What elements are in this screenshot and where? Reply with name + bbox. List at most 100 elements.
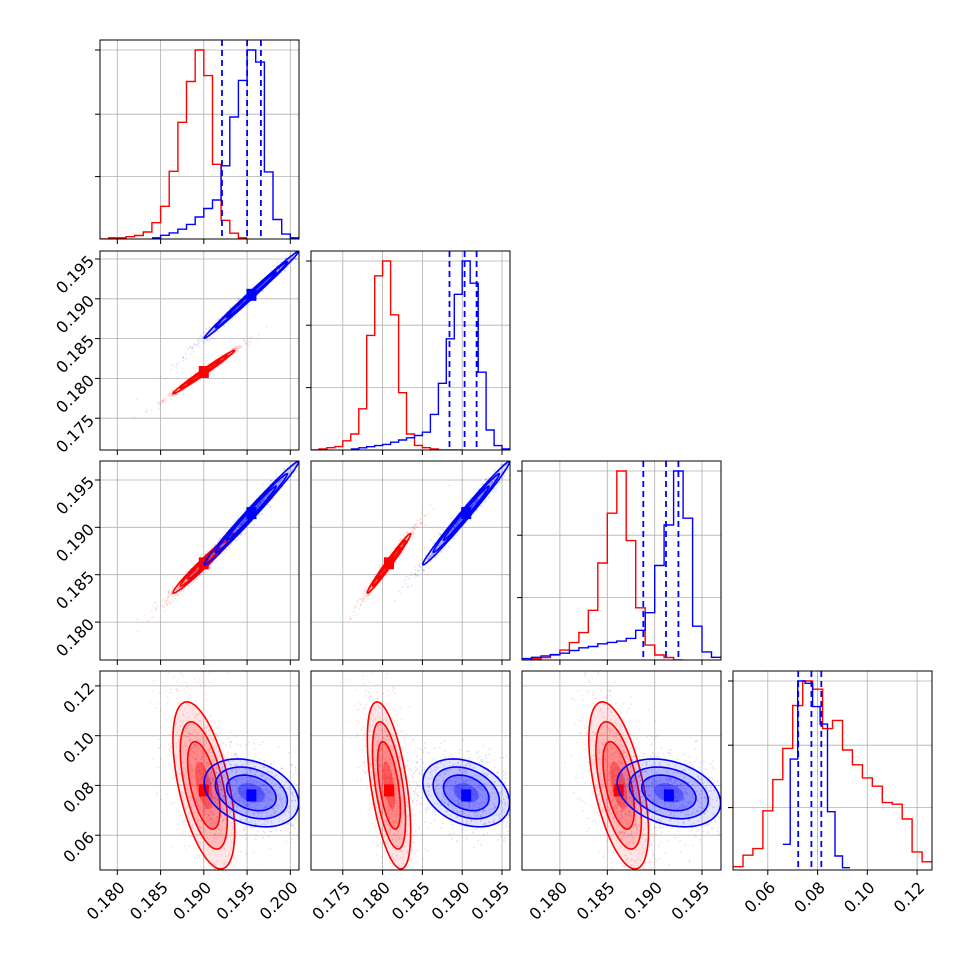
sample-point <box>442 529 444 531</box>
sample-point <box>237 536 239 538</box>
sample-point <box>448 485 450 487</box>
sample-point <box>494 487 496 489</box>
sample-point <box>193 579 195 581</box>
sample-point <box>295 258 297 260</box>
sample-point <box>175 394 177 396</box>
sample-point <box>190 353 192 355</box>
sample-point <box>209 551 211 553</box>
sample-point <box>182 587 184 589</box>
sample-point <box>250 342 252 344</box>
y-tick-label: 0.180 <box>52 615 98 661</box>
sample-point <box>302 460 304 462</box>
sample-point <box>522 440 524 442</box>
sample-point <box>303 246 305 248</box>
sample-point <box>170 803 172 805</box>
sample-point <box>242 923 244 925</box>
sample-point <box>506 458 508 460</box>
sample-point <box>301 464 303 466</box>
sample-point <box>354 607 356 609</box>
sample-point <box>439 534 441 536</box>
sample-point <box>430 504 432 506</box>
sample-point <box>170 601 172 603</box>
sample-point <box>415 573 417 575</box>
sample-point <box>309 242 311 244</box>
sample-point <box>196 681 198 683</box>
sample-point <box>161 401 163 403</box>
sample-point <box>184 845 186 847</box>
sample-point <box>166 793 168 795</box>
sample-point <box>309 239 311 241</box>
sample-point <box>428 567 430 569</box>
sample-point <box>364 591 366 593</box>
sample-point <box>471 519 473 521</box>
sample-point <box>166 397 168 399</box>
sample-point <box>189 346 191 348</box>
sample-point <box>308 241 310 243</box>
panel-content <box>349 424 539 620</box>
sample-point <box>175 594 177 596</box>
sample-point <box>156 707 158 709</box>
sample-point <box>306 244 308 246</box>
sample-point <box>167 696 169 698</box>
sample-point <box>515 458 517 460</box>
sample-point <box>209 564 211 566</box>
sample-point <box>209 327 211 329</box>
sample-point <box>214 722 216 724</box>
sample-point <box>217 727 219 729</box>
sample-point <box>181 831 183 833</box>
sample-point <box>302 245 304 247</box>
sample-point <box>334 218 336 220</box>
sample-point <box>275 473 277 475</box>
sample-point <box>413 536 415 538</box>
sample-point <box>316 237 318 239</box>
sample-point <box>204 342 206 344</box>
sample-point <box>305 246 307 248</box>
sample-point <box>322 230 324 232</box>
sample-point <box>398 590 400 592</box>
sample-point <box>418 520 420 522</box>
sample-point <box>236 300 238 302</box>
sample-point <box>214 875 216 877</box>
sample-point <box>156 607 158 609</box>
sample-point <box>299 244 301 246</box>
sample-point <box>218 539 220 541</box>
sample-point <box>170 742 172 744</box>
sample-point <box>229 732 231 734</box>
sample-point <box>365 594 367 596</box>
density-peak <box>246 507 256 519</box>
sample-point <box>320 233 322 235</box>
sample-point <box>528 442 530 444</box>
sample-point <box>354 615 356 617</box>
sample-point <box>161 599 163 601</box>
sample-point <box>234 520 236 522</box>
sample-point <box>513 450 515 452</box>
sample-point <box>197 339 199 341</box>
sample-point <box>487 497 489 499</box>
sample-point <box>330 218 332 220</box>
sample-point <box>188 845 190 847</box>
sample-point <box>258 333 260 335</box>
sample-point <box>201 340 203 342</box>
sample-point <box>205 557 207 559</box>
sample-point <box>199 342 201 344</box>
sample-point <box>436 555 438 557</box>
sample-point <box>417 526 419 528</box>
sample-point <box>336 422 338 424</box>
panel-2-1 <box>311 424 539 665</box>
sample-point <box>172 587 174 589</box>
sample-point <box>186 686 188 688</box>
sample-point <box>456 534 458 536</box>
sample-point <box>294 458 296 460</box>
sample-point <box>248 345 250 347</box>
sample-point <box>235 316 237 318</box>
sample-point <box>164 600 166 602</box>
sample-point <box>315 442 317 444</box>
sample-point <box>191 836 193 838</box>
sample-point <box>187 886 189 888</box>
sample-point <box>199 570 201 572</box>
sample-point <box>522 442 524 444</box>
sample-point <box>160 744 162 746</box>
sample-point <box>519 448 521 450</box>
sample-point <box>195 857 197 859</box>
sample-point <box>301 250 303 252</box>
